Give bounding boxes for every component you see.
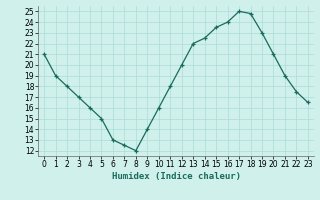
X-axis label: Humidex (Indice chaleur): Humidex (Indice chaleur) bbox=[111, 172, 241, 181]
